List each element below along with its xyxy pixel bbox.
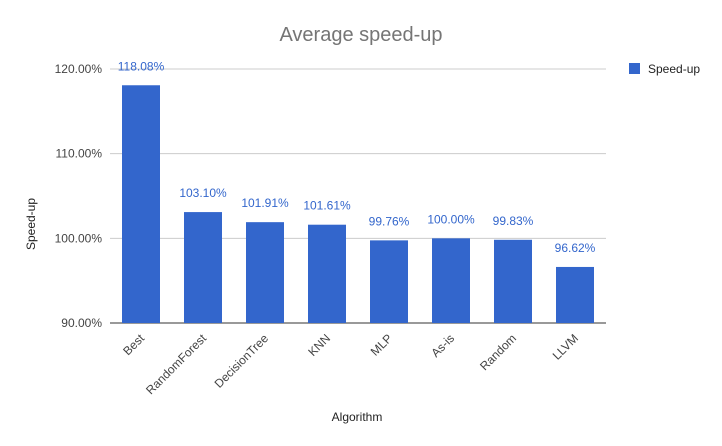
x-tick-label: As-is [428, 331, 457, 360]
y-tick-label: 120.00% [55, 62, 103, 76]
x-axis-title: Algorithm [332, 410, 383, 424]
data-label: 101.61% [303, 199, 351, 213]
bar [556, 266, 594, 323]
bar [308, 224, 346, 323]
data-labels: 118.08% 103.10% 101.91% 101.61% 99.76% 100.00… [118, 59, 596, 255]
data-label: 99.83% [493, 214, 534, 228]
x-tick-label: Random [477, 331, 519, 373]
data-label: 103.10% [179, 186, 227, 200]
y-axis-ticks: 90.00% 100.00% 110.00% 120.00% [55, 62, 103, 330]
data-label: 96.62% [555, 241, 596, 255]
x-tick-label: KNN [305, 331, 333, 359]
bar [494, 239, 532, 323]
x-tick-label: DecisionTree [212, 331, 272, 391]
legend: Speed-up [629, 62, 700, 76]
y-tick-label: 90.00% [61, 316, 102, 330]
y-axis-title: Speed-up [24, 198, 38, 250]
data-label: 118.08% [118, 59, 165, 73]
y-tick-label: 110.00% [56, 147, 103, 161]
bar [246, 222, 284, 323]
x-tick-label: MLP [368, 331, 395, 358]
legend-label: Speed-up [648, 62, 700, 76]
y-tick-label: 100.00% [55, 231, 103, 245]
chart-title: Average speed-up [279, 24, 442, 46]
bar [370, 240, 408, 323]
x-tick-label: Best [120, 331, 147, 358]
x-tick-label: RandomForest [143, 331, 209, 397]
data-label: 99.76% [369, 214, 410, 228]
bar [184, 212, 222, 323]
bar [432, 238, 470, 323]
data-label: 100.00% [427, 212, 475, 226]
bars [122, 85, 594, 323]
bar [122, 85, 160, 323]
legend-swatch [629, 63, 640, 74]
x-tick-label: LLVM [550, 331, 581, 362]
data-label: 101.91% [241, 196, 289, 210]
